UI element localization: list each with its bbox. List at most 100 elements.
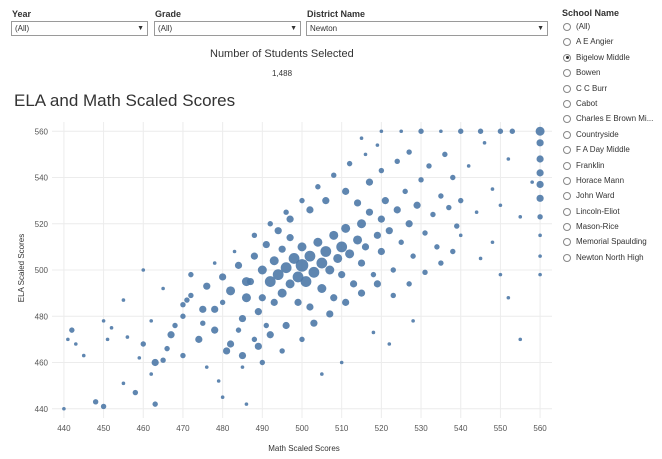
scatter-point[interactable] bbox=[219, 299, 226, 306]
scatter-point[interactable] bbox=[341, 223, 351, 233]
scatter-point[interactable] bbox=[333, 253, 343, 263]
scatter-point[interactable] bbox=[282, 321, 290, 330]
scatter-point[interactable] bbox=[295, 259, 309, 272]
scatter-point[interactable] bbox=[269, 256, 279, 266]
scatter-point[interactable] bbox=[149, 372, 154, 376]
scatter-point[interactable] bbox=[325, 265, 335, 275]
scatter-point[interactable] bbox=[317, 284, 327, 293]
scatter-point[interactable] bbox=[161, 286, 165, 291]
radio-button-icon[interactable] bbox=[563, 176, 571, 185]
scatter-point[interactable] bbox=[450, 174, 456, 181]
scatter-point[interactable] bbox=[537, 214, 543, 220]
scatter-point[interactable] bbox=[299, 197, 305, 204]
scatter-point[interactable] bbox=[320, 372, 324, 376]
scatter-point[interactable] bbox=[375, 143, 380, 147]
scatter-point[interactable] bbox=[151, 358, 159, 367]
scatter-point[interactable] bbox=[81, 353, 86, 358]
radio-button-icon[interactable] bbox=[563, 130, 571, 139]
scatter-point[interactable] bbox=[398, 239, 404, 245]
scatter-point[interactable] bbox=[349, 280, 358, 288]
grade-filter-dropdown[interactable]: (All) ▼ bbox=[154, 21, 301, 36]
scatter-point[interactable] bbox=[272, 269, 284, 281]
scatter-point[interactable] bbox=[320, 246, 332, 257]
scatter-point[interactable] bbox=[141, 268, 146, 272]
scatter-point[interactable] bbox=[490, 240, 495, 245]
radio-button-icon[interactable] bbox=[563, 146, 571, 155]
scatter-point[interactable] bbox=[538, 233, 542, 238]
scatter-point[interactable] bbox=[258, 294, 266, 302]
scatter-point[interactable] bbox=[216, 379, 221, 383]
scatter-point[interactable] bbox=[180, 301, 186, 308]
school-radio-item[interactable]: Charles E Brown Mi... bbox=[562, 113, 662, 128]
year-filter-dropdown[interactable]: (All) ▼ bbox=[11, 21, 148, 36]
scatter-point[interactable] bbox=[278, 245, 286, 253]
scatter-point[interactable] bbox=[509, 128, 516, 134]
scatter-point[interactable] bbox=[346, 160, 353, 167]
scatter-point[interactable] bbox=[294, 298, 302, 306]
scatter-point[interactable] bbox=[240, 365, 245, 369]
scatter-point[interactable] bbox=[345, 249, 355, 259]
scatter-point[interactable] bbox=[101, 319, 106, 323]
scatter-point[interactable] bbox=[536, 139, 544, 147]
school-radio-item[interactable]: Cabot bbox=[562, 98, 662, 113]
radio-button-icon[interactable] bbox=[563, 238, 571, 247]
scatter-point[interactable] bbox=[244, 402, 249, 406]
scatter-point[interactable] bbox=[259, 359, 266, 366]
scatter-point[interactable] bbox=[393, 206, 401, 214]
scatter-point[interactable] bbox=[361, 243, 370, 251]
scatter-point[interactable] bbox=[378, 167, 385, 174]
scatter-point[interactable] bbox=[438, 193, 444, 199]
scatter-point[interactable] bbox=[377, 247, 385, 256]
scatter-point[interactable] bbox=[497, 128, 504, 134]
scatter-point[interactable] bbox=[406, 281, 412, 287]
scatter-point[interactable] bbox=[286, 215, 294, 223]
scatter-point[interactable] bbox=[536, 155, 544, 163]
scatter-point[interactable] bbox=[394, 158, 400, 165]
scatter-point[interactable] bbox=[438, 260, 444, 266]
scatter-point[interactable] bbox=[62, 406, 66, 411]
scatter-point[interactable] bbox=[313, 237, 323, 247]
scatter-point[interactable] bbox=[405, 220, 413, 228]
scatter-point[interactable] bbox=[329, 230, 339, 240]
scatter-point[interactable] bbox=[212, 261, 217, 265]
school-radio-item[interactable]: Lincoln-Eliot bbox=[562, 206, 662, 221]
scatter-point[interactable] bbox=[235, 327, 242, 333]
scatter-point[interactable] bbox=[254, 308, 262, 316]
scatter-point[interactable] bbox=[458, 128, 464, 134]
scatter-point[interactable] bbox=[152, 401, 158, 407]
scatter-point[interactable] bbox=[200, 320, 206, 326]
scatter-point[interactable] bbox=[211, 326, 219, 334]
scatter-point[interactable] bbox=[109, 326, 114, 330]
scatter-point[interactable] bbox=[204, 365, 209, 369]
scatter-point[interactable] bbox=[418, 128, 424, 134]
radio-button-icon[interactable] bbox=[563, 84, 571, 93]
scatter-point[interactable] bbox=[257, 265, 267, 275]
radio-button-icon[interactable] bbox=[563, 23, 571, 31]
scatter-point[interactable] bbox=[180, 352, 186, 359]
scatter-point[interactable] bbox=[342, 187, 350, 195]
scatter-point[interactable] bbox=[426, 163, 432, 169]
scatter-point[interactable] bbox=[306, 206, 314, 214]
scatter-point[interactable] bbox=[263, 322, 269, 329]
scatter-point[interactable] bbox=[410, 253, 416, 259]
scatter-point[interactable] bbox=[538, 272, 542, 277]
scatter-point[interactable] bbox=[160, 357, 166, 363]
scatter-point[interactable] bbox=[446, 204, 452, 211]
radio-button-icon[interactable] bbox=[563, 253, 571, 262]
scatter-point[interactable] bbox=[285, 279, 295, 289]
school-radio-item[interactable]: A E Angier bbox=[562, 36, 662, 51]
scatter-point[interactable] bbox=[132, 389, 139, 396]
scatter-point[interactable] bbox=[458, 233, 463, 238]
scatter-point[interactable] bbox=[385, 227, 393, 235]
scatter-point[interactable] bbox=[530, 180, 534, 184]
scatter-point[interactable] bbox=[262, 240, 270, 249]
radio-button-icon[interactable] bbox=[563, 207, 571, 216]
scatter-point[interactable] bbox=[450, 248, 456, 255]
scatter-point[interactable] bbox=[498, 203, 503, 208]
scatter-point[interactable] bbox=[315, 184, 321, 190]
scatter-point[interactable] bbox=[336, 241, 348, 253]
scatter-point[interactable] bbox=[232, 249, 237, 254]
scatter-point[interactable] bbox=[322, 197, 330, 205]
scatter-point[interactable] bbox=[430, 211, 436, 218]
scatter-point[interactable] bbox=[342, 298, 350, 306]
